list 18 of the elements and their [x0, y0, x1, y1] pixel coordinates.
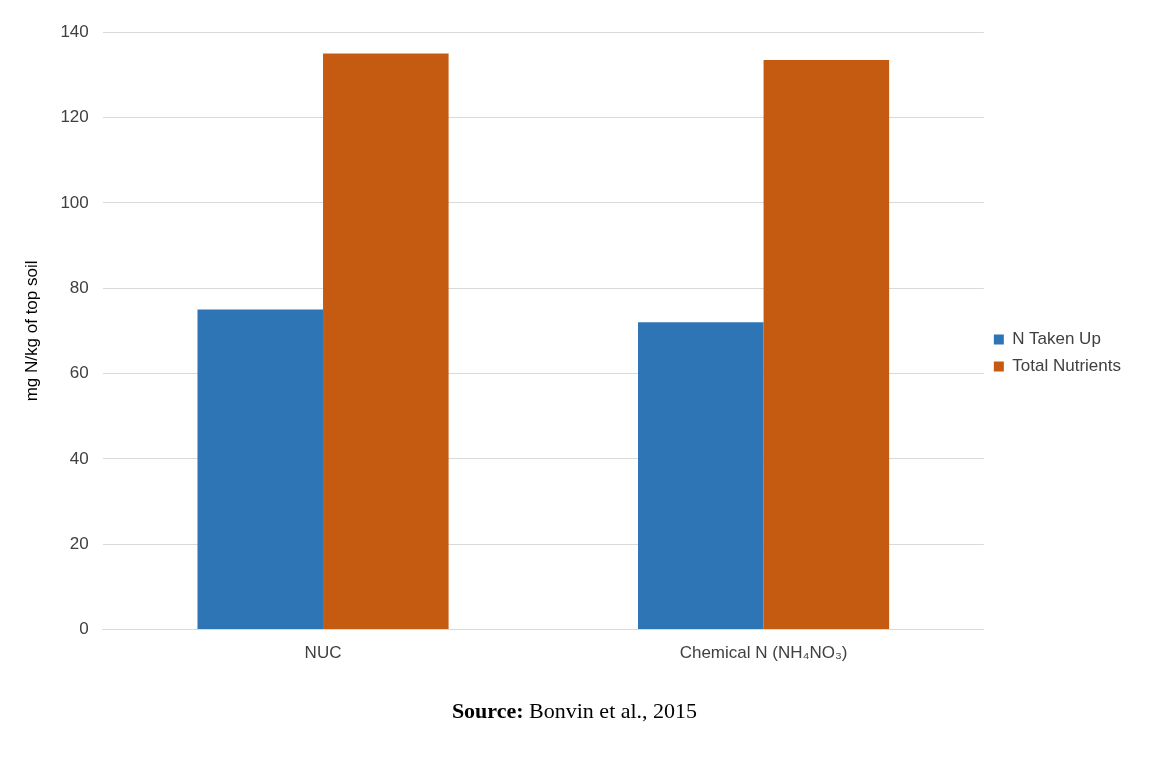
y-axis-title: mg N/kg of top soil	[21, 260, 41, 402]
source-note: Source: Bonvin et al., 2015	[450, 698, 699, 724]
bar	[763, 59, 890, 630]
legend-label: N Taken Up	[1012, 329, 1101, 349]
y-tick-label: 140	[60, 21, 89, 41]
y-tick-label: 40	[69, 448, 89, 468]
y-tick-label: 100	[60, 192, 89, 212]
y-tick-label: 120	[60, 107, 89, 127]
legend-label: Total Nutrients	[1012, 356, 1122, 376]
bar	[197, 309, 324, 630]
y-tick-label: 60	[69, 363, 89, 383]
y-tick-label: 80	[69, 277, 89, 297]
x-tick-label: NUC	[304, 643, 342, 663]
bar	[323, 53, 449, 630]
y-tick-label: 20	[69, 533, 89, 553]
bar	[638, 322, 764, 630]
y-tick-label: 0	[79, 619, 89, 639]
x-tick-label: Chemical N (NH₄NO₃)	[679, 643, 848, 663]
